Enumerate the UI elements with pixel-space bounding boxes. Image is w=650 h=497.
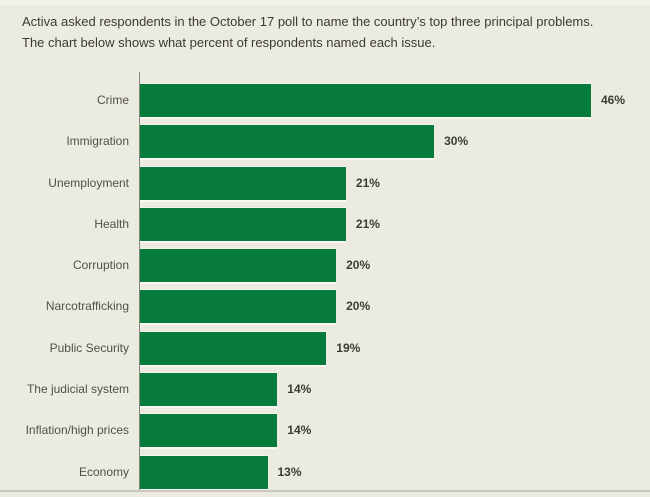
value-label: 30%	[444, 134, 469, 149]
bar	[140, 414, 278, 448]
bar-row: Crime 46%	[0, 84, 650, 125]
category-label: Crime	[97, 93, 129, 107]
bar	[140, 207, 346, 241]
bar-row: The judicial system 14%	[0, 373, 650, 414]
bar	[140, 373, 278, 407]
bar-row: Inflation/high prices 14%	[0, 414, 650, 455]
panel-bottom-edge	[0, 490, 650, 492]
bar	[140, 455, 268, 489]
category-label: Narcotrafficking	[45, 299, 129, 314]
value-label: 20%	[346, 258, 371, 273]
bar	[140, 331, 327, 365]
bar-row: Corruption 20%	[0, 249, 650, 290]
caption-line-1: Activa asked respondents in the October …	[22, 14, 594, 29]
category-label: Inflation/high prices	[25, 423, 129, 438]
category-label: Corruption	[72, 258, 129, 273]
bar-chart: Crime 46% Immigration 30% Unemployment 21% Hea…	[0, 84, 650, 497]
bar-row: Immigration 30%	[0, 125, 650, 166]
value-label: 13%	[277, 464, 302, 479]
bar	[140, 249, 337, 283]
bar	[140, 166, 346, 200]
bar-row: Economy 13%	[0, 455, 650, 497]
category-label: Health	[94, 216, 129, 231]
bar-row: Health 21%	[0, 207, 650, 249]
value-label: 14%	[287, 423, 312, 438]
category-label: Economy	[78, 464, 129, 479]
chart-caption: Activa asked respondents in the October …	[22, 11, 630, 53]
category-label: Public Security	[49, 340, 129, 355]
category-label: The judicial system	[26, 382, 129, 397]
value-label: 21%	[355, 216, 380, 231]
bar-row: Narcotrafficking 20%	[0, 290, 650, 331]
category-label: Immigration	[66, 134, 129, 149]
panel-top-edge	[0, 0, 650, 5]
category-label: Unemployment	[48, 175, 129, 190]
bar-row: Unemployment 21%	[0, 166, 650, 208]
bar	[140, 290, 337, 324]
value-label: 21%	[355, 175, 380, 190]
value-label: 46%	[601, 93, 626, 107]
value-label: 14%	[287, 382, 312, 397]
value-label: 19%	[336, 340, 361, 355]
value-label: 20%	[346, 299, 371, 314]
y-axis-line	[139, 72, 140, 492]
bar	[140, 84, 591, 117]
bar-row: Public Security 19%	[0, 331, 650, 373]
bar	[140, 125, 435, 159]
caption-line-2: The chart below shows what percent of re…	[22, 35, 436, 50]
